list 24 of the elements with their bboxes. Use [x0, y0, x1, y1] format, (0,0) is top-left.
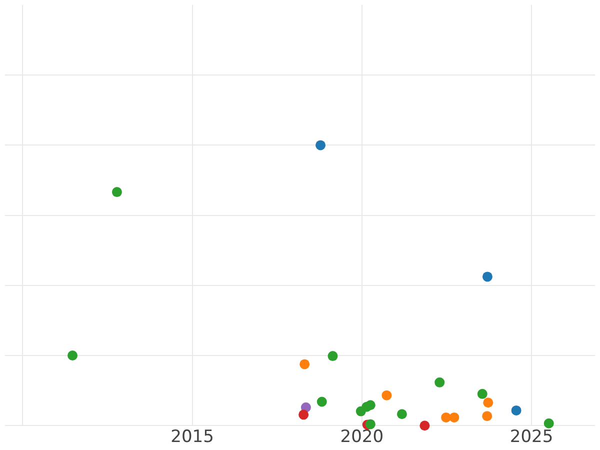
- point: [68, 350, 78, 360]
- point: [112, 187, 122, 198]
- point: [300, 359, 310, 370]
- point: [477, 388, 488, 399]
- point: [482, 272, 492, 282]
- point: [316, 396, 327, 407]
- point: [441, 412, 452, 422]
- point: [483, 398, 494, 408]
- x-tick-label: 2020: [340, 427, 384, 448]
- point: [382, 390, 392, 400]
- point: [434, 377, 445, 388]
- x-tick-label: 2015: [170, 427, 214, 448]
- point: [396, 409, 407, 420]
- point: [420, 420, 430, 431]
- point: [544, 418, 554, 428]
- point: [449, 412, 460, 422]
- point: [298, 410, 309, 420]
- point: [365, 419, 376, 430]
- point: [365, 400, 376, 410]
- point: [511, 405, 522, 416]
- x-tick-label: 2025: [510, 427, 554, 448]
- point: [328, 351, 338, 362]
- point: [316, 140, 326, 150]
- point: [482, 411, 492, 422]
